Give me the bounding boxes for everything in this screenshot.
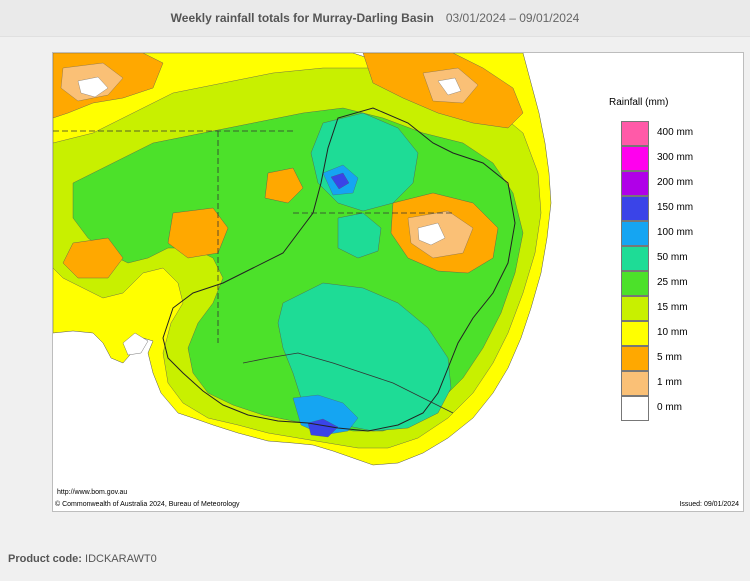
legend-swatch xyxy=(621,396,649,421)
rainfall-map xyxy=(53,53,553,499)
legend-label: 10 mm xyxy=(657,327,688,338)
zone-5mm-far-west xyxy=(62,237,124,279)
legend-label: 300 mm xyxy=(657,152,694,163)
legend-swatch xyxy=(621,196,649,221)
legend-label: 5 mm xyxy=(657,352,682,363)
legend-swatch xyxy=(621,346,649,371)
legend-swatch xyxy=(621,221,649,246)
legend-swatch xyxy=(621,296,649,321)
legend-swatch xyxy=(621,121,649,146)
legend-swatch xyxy=(621,321,649,346)
legend-label: 100 mm xyxy=(657,227,694,238)
product-code-label: Product code: xyxy=(8,553,82,565)
page-title: Weekly rainfall totals for Murray-Darlin… xyxy=(170,11,434,25)
product-code: Product code: IDCKARAWT0 xyxy=(8,553,157,565)
legend-swatch xyxy=(621,371,649,396)
basin-boundary xyxy=(162,107,516,432)
copyright-text: © Commonwealth of Australia 2024, Bureau… xyxy=(55,501,240,508)
legend-label: 0 mm xyxy=(657,402,682,413)
header-bar: Weekly rainfall totals for Murray-Darlin… xyxy=(0,0,750,37)
date-range: 03/01/2024 – 09/01/2024 xyxy=(445,11,580,25)
legend-label: 25 mm xyxy=(657,277,688,288)
zone-0mm-northwest xyxy=(77,76,109,98)
zone-150mm-south xyxy=(307,418,339,438)
zone-50mm-south xyxy=(277,282,452,432)
product-code-value: IDCKARAWT0 xyxy=(85,553,157,565)
zone-0mm-east xyxy=(417,222,446,246)
coastal-inlet xyxy=(122,332,149,356)
legend-label: 150 mm xyxy=(657,202,694,213)
legend-swatch xyxy=(621,246,649,271)
zone-5mm-central-north xyxy=(264,167,304,204)
legend-swatch xyxy=(621,146,649,171)
zone-50mm-middle xyxy=(337,212,382,259)
legend-label: 50 mm xyxy=(657,252,688,263)
legend-label: 400 mm xyxy=(657,127,694,138)
zone-150mm-north xyxy=(330,172,350,190)
zone-0mm-northeast xyxy=(437,77,462,96)
legend-title: Rainfall (mm) xyxy=(609,97,669,108)
issued-date: Issued: 09/01/2024 xyxy=(679,501,739,508)
state-border-vic-nsw xyxy=(242,352,454,414)
legend-label: 1 mm xyxy=(657,377,682,388)
map-frame: Rainfall (mm) 400 mm 300 mm 200 mm 150 mm 10… xyxy=(52,52,744,512)
source-url[interactable]: http://www.bom.gov.au xyxy=(57,489,128,496)
legend-swatch xyxy=(621,171,649,196)
legend-label: 15 mm xyxy=(657,302,688,313)
legend-swatch xyxy=(621,271,649,296)
legend-label: 200 mm xyxy=(657,177,694,188)
